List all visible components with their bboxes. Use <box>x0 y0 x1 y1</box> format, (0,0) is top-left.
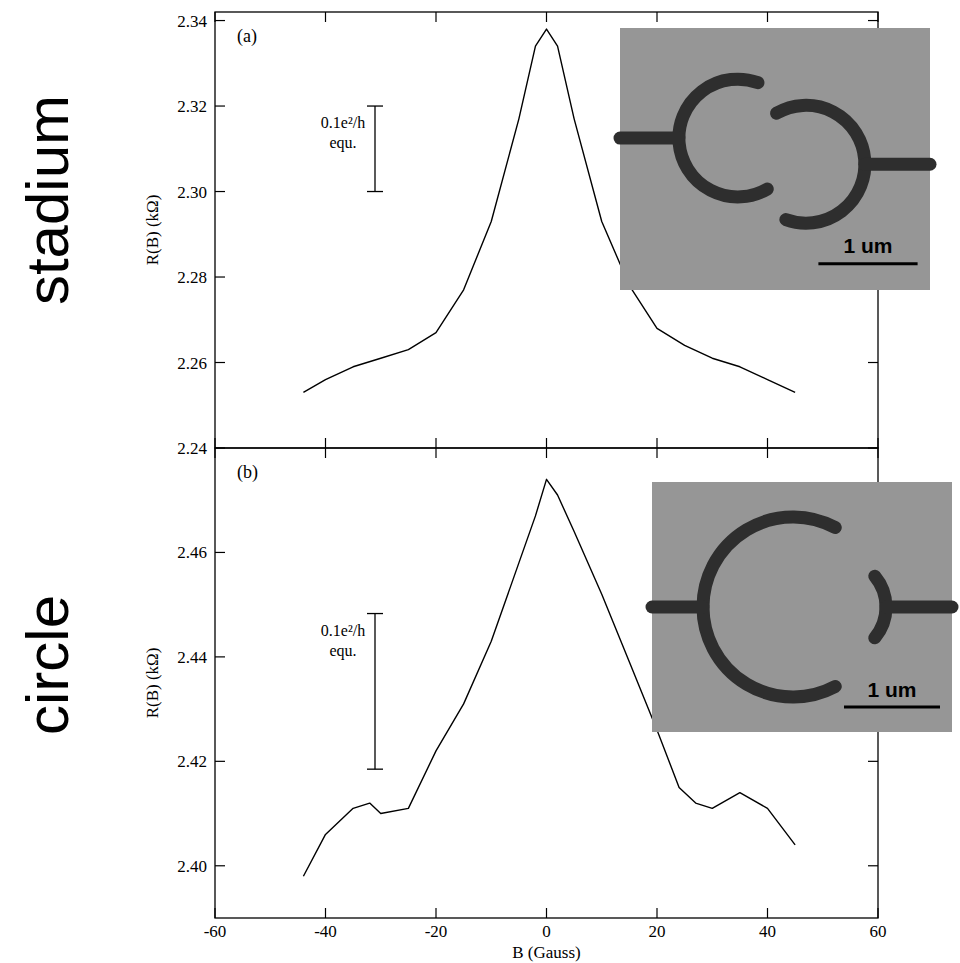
x-tick <box>214 438 215 448</box>
inset: 1 um <box>652 482 952 732</box>
x-tick <box>546 12 547 22</box>
gate-left <box>703 517 835 697</box>
scale-bar-cap <box>367 105 383 106</box>
panel-title: stadium <box>14 95 81 305</box>
y-tick <box>215 362 225 363</box>
inset-background <box>652 482 952 732</box>
x-tick-label: -60 <box>204 922 227 941</box>
y-axis-title: R(B) (kΩ) <box>143 195 162 266</box>
y-tick-label: 2.32 <box>177 97 207 116</box>
x-tick <box>325 438 326 448</box>
figure: stadium 2.24 2.26 2.28 2.30 2.32 2.34 R(B) (kΩ)… <box>0 0 960 963</box>
y-tick <box>215 552 225 553</box>
gate-left <box>679 79 767 197</box>
scale-bar-label: 0.1e²/h <box>321 114 365 131</box>
x-tick <box>877 908 878 918</box>
scale-bar <box>374 106 375 191</box>
x-axis-title: B (Gauss) <box>512 943 580 962</box>
x-tick <box>435 908 436 918</box>
x-tick <box>214 908 215 918</box>
y-tick <box>868 761 878 762</box>
y-tick <box>215 20 225 21</box>
scale-bar-label: equ. <box>329 642 356 660</box>
scale-line <box>844 706 940 709</box>
y-tick-label: 2.40 <box>177 857 207 876</box>
lead-left <box>652 601 703 614</box>
x-tick <box>546 448 547 458</box>
y-tick-label: 2.34 <box>177 12 207 31</box>
x-tick <box>767 908 768 918</box>
y-tick <box>215 656 225 657</box>
x-tick <box>435 448 436 458</box>
y-tick-label: 2.24 <box>177 439 207 458</box>
x-tick <box>435 12 436 22</box>
y-tick-label: 2.46 <box>177 543 207 562</box>
x-tick <box>767 448 768 458</box>
x-tick <box>325 908 326 918</box>
y-tick <box>868 362 878 363</box>
x-tick-label: 60 <box>870 922 887 941</box>
y-tick-label: 2.30 <box>177 183 207 202</box>
inset: 1 um <box>620 28 930 290</box>
scale-bar-cap <box>367 191 383 192</box>
x-tick <box>214 448 215 458</box>
scale-label: 1 um <box>843 234 892 257</box>
x-tick-label: 40 <box>759 922 776 941</box>
y-tick <box>215 865 225 866</box>
panel-label: (a) <box>237 26 257 47</box>
x-tick <box>877 448 878 458</box>
x-tick-label: -40 <box>314 922 337 941</box>
y-tick-label: 2.28 <box>177 268 207 287</box>
y-tick <box>215 761 225 762</box>
scale-bar-cap <box>367 613 383 614</box>
panel-title: circle <box>14 595 81 735</box>
x-tick <box>877 438 878 448</box>
x-tick-label: -20 <box>425 922 448 941</box>
y-tick <box>215 105 225 106</box>
scale-line <box>818 262 917 265</box>
x-tick <box>656 908 657 918</box>
x-tick <box>325 448 326 458</box>
x-tick <box>435 438 436 448</box>
x-tick <box>546 908 547 918</box>
gate-right <box>777 105 865 223</box>
y-tick <box>215 191 225 192</box>
y-tick <box>868 20 878 21</box>
x-tick-label: 20 <box>649 922 666 941</box>
lead-left <box>620 132 679 145</box>
x-tick-label: 0 <box>542 922 551 941</box>
y-tick <box>868 865 878 866</box>
x-tick <box>767 12 768 22</box>
y-axis-title: R(B) (kΩ) <box>143 648 162 719</box>
y-tick <box>215 276 225 277</box>
lead-right <box>865 158 930 171</box>
x-tick <box>325 12 326 22</box>
lead-right <box>886 601 952 614</box>
y-tick-label: 2.44 <box>177 648 207 667</box>
x-tick <box>656 448 657 458</box>
x-tick <box>656 438 657 448</box>
scale-bar-label: equ. <box>329 134 356 152</box>
scale-bar-label: 0.1e²/h <box>321 622 365 639</box>
panel-label: (b) <box>237 462 258 483</box>
y-tick-label: 2.26 <box>177 354 207 373</box>
scale-label: 1 um <box>867 678 916 701</box>
scale-bar <box>374 614 375 770</box>
inset-background <box>620 28 930 290</box>
x-tick <box>767 438 768 448</box>
scale-bar-cap <box>367 769 383 770</box>
x-tick <box>656 12 657 22</box>
y-tick-label: 2.42 <box>177 752 207 771</box>
x-tick <box>546 438 547 448</box>
